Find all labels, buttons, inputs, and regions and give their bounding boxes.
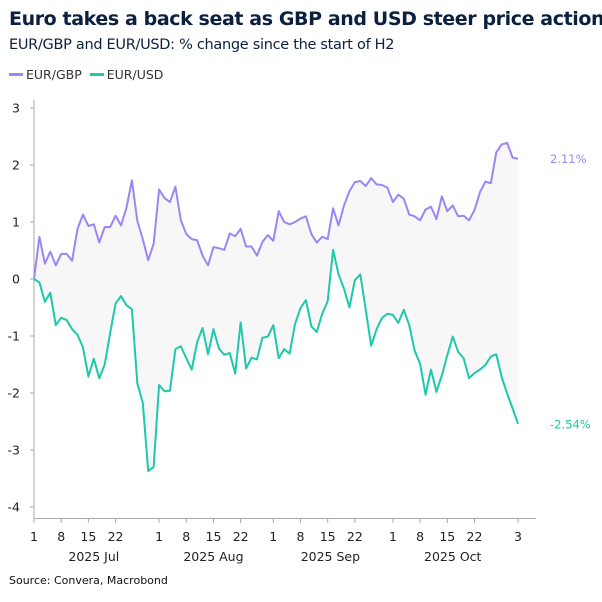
y-tick-label: 3 — [12, 101, 20, 116]
legend-label-eur-gbp: EUR/GBP — [26, 67, 82, 82]
x-tick-label: 22 — [467, 529, 483, 544]
chart-subtitle: EUR/GBP and EUR/USD: % change since the … — [9, 37, 395, 53]
legend-swatch-eur-usd — [89, 73, 104, 76]
x-tick-label: 15 — [439, 529, 455, 544]
series-line-eur-usd — [33, 248, 519, 473]
y-tick-label: -4 — [8, 500, 21, 515]
x-tick-label: 22 — [108, 529, 124, 544]
y-tick-label: -2 — [8, 386, 20, 401]
x-month-label: 2025 Sep — [301, 549, 360, 564]
source-note: Source: Convera, Macrobond — [9, 574, 168, 587]
y-tick-label: -3 — [8, 443, 20, 458]
x-month-label: 2025 Aug — [183, 549, 243, 564]
x-tick-label: 8 — [416, 529, 424, 544]
legend-swatch-eur-gbp — [9, 73, 23, 76]
y-tick-label: 0 — [12, 272, 20, 287]
x-month-label: 2025 Jul — [68, 549, 119, 564]
legend: EUR/GBP EUR/USD — [9, 67, 163, 82]
x-tick-label: 15 — [206, 529, 222, 544]
chart-title: Euro takes a back seat as GBP and USD st… — [9, 8, 602, 30]
x-tick-label: 8 — [182, 529, 190, 544]
x-tick-label: 15 — [320, 529, 336, 544]
x-month-label: 2025 Oct — [424, 549, 481, 564]
end-label-eur-usd: -2.54% — [550, 417, 591, 431]
end-label-eur-gbp: 2.11% — [550, 152, 587, 166]
legend-item-eur-gbp: EUR/GBP — [9, 67, 82, 82]
legend-label-eur-usd: EUR/USD — [106, 67, 164, 82]
x-tick-label: 15 — [80, 529, 96, 544]
x-tick-label: 1 — [389, 529, 397, 544]
series-line-eur-gbp — [33, 141, 519, 280]
x-tick-label: 1 — [269, 529, 277, 544]
x-tick-label: 22 — [347, 529, 363, 544]
x-tick-label: 1 — [30, 529, 38, 544]
legend-item-eur-usd: EUR/USD — [89, 67, 164, 82]
x-tick-label: 3 — [514, 529, 522, 544]
y-tick-label: 1 — [12, 215, 20, 230]
shaded-range-area — [34, 142, 518, 472]
x-tick-label: 8 — [57, 529, 65, 544]
y-tick-label: 2 — [12, 158, 20, 173]
x-tick-label: 1 — [155, 529, 163, 544]
x-tick-label: 8 — [296, 529, 304, 544]
y-tick-label: -1 — [8, 329, 20, 344]
x-tick-label: 22 — [233, 529, 249, 544]
